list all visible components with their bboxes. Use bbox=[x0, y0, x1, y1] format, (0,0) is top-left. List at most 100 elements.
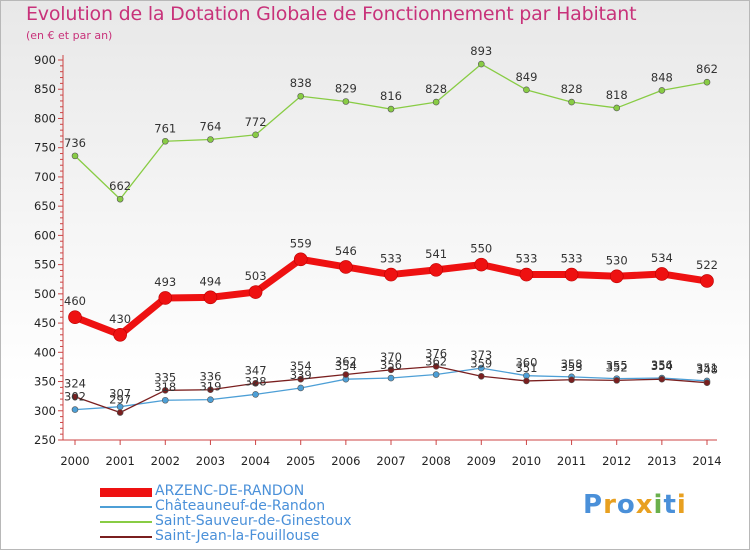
data-label-saint-jean-la-fouillouse: 370 bbox=[380, 350, 402, 364]
data-point-saint-sauveur-de-ginestoux bbox=[342, 98, 350, 105]
data-label-saint-sauveur-de-ginestoux: 862 bbox=[696, 62, 718, 76]
data-label-arzenc-de-randon: 530 bbox=[606, 253, 628, 267]
data-point-chateauneuf-de-randon bbox=[432, 371, 440, 378]
data-point-arzenc-de-randon bbox=[519, 267, 534, 282]
logo-letter: o bbox=[616, 490, 636, 520]
y-tick-label: 750 bbox=[34, 141, 56, 155]
data-point-saint-sauveur-de-ginestoux bbox=[387, 105, 395, 113]
data-label-saint-jean-la-fouillouse: 336 bbox=[199, 370, 221, 384]
data-point-saint-jean-la-fouillouse bbox=[342, 371, 350, 378]
data-label-chateauneuf-de-randon: 356 bbox=[651, 358, 673, 372]
data-point-chateauneuf-de-randon bbox=[252, 391, 259, 398]
data-label-chateauneuf-de-randon: 360 bbox=[515, 356, 537, 370]
data-label-saint-sauveur-de-ginestoux: 818 bbox=[606, 88, 628, 102]
data-label-saint-sauveur-de-ginestoux: 828 bbox=[425, 82, 447, 96]
legend-label: Saint-Sauveur-de-Ginestoux bbox=[155, 513, 352, 529]
data-label-arzenc-de-randon: 493 bbox=[154, 275, 176, 289]
data-point-saint-sauveur-de-ginestoux bbox=[703, 78, 711, 86]
data-label-arzenc-de-randon: 533 bbox=[380, 252, 402, 266]
data-label-saint-jean-la-fouillouse: 335 bbox=[154, 370, 176, 384]
x-tick-label: 2010 bbox=[512, 454, 541, 468]
data-label-arzenc-de-randon: 460 bbox=[64, 294, 86, 308]
x-tick-label: 2002 bbox=[151, 454, 180, 468]
data-point-saint-jean-la-fouillouse bbox=[613, 377, 621, 384]
data-label-saint-jean-la-fouillouse: 362 bbox=[335, 355, 357, 369]
data-point-arzenc-de-randon bbox=[700, 274, 714, 288]
data-point-saint-sauveur-de-ginestoux bbox=[297, 92, 305, 100]
y-tick-label: 650 bbox=[34, 199, 56, 213]
y-tick-label: 300 bbox=[34, 404, 56, 418]
data-point-saint-jean-la-fouillouse bbox=[432, 363, 440, 370]
legend-label: Saint-Jean-la-Fouillouse bbox=[155, 528, 320, 544]
data-point-saint-jean-la-fouillouse bbox=[71, 393, 79, 401]
logo-letter: i bbox=[653, 490, 664, 520]
x-tick-label: 2008 bbox=[422, 454, 451, 468]
data-label-saint-sauveur-de-ginestoux: 761 bbox=[154, 121, 176, 135]
data-label-chateauneuf-de-randon: 307 bbox=[109, 387, 131, 401]
y-tick-label: 250 bbox=[34, 433, 56, 447]
data-label-chateauneuf-de-randon: 339 bbox=[290, 368, 312, 382]
data-point-saint-sauveur-de-ginestoux bbox=[252, 131, 259, 139]
legend-swatch bbox=[100, 536, 152, 538]
data-point-chateauneuf-de-randon bbox=[207, 396, 214, 403]
data-point-saint-jean-la-fouillouse bbox=[297, 375, 305, 383]
data-label-saint-sauveur-de-ginestoux: 662 bbox=[109, 179, 131, 193]
data-point-chateauneuf-de-randon bbox=[477, 364, 485, 372]
data-point-saint-sauveur-de-ginestoux bbox=[432, 98, 440, 106]
data-point-arzenc-de-randon bbox=[203, 290, 218, 305]
data-label-arzenc-de-randon: 430 bbox=[109, 312, 131, 326]
data-label-arzenc-de-randon: 550 bbox=[470, 242, 492, 256]
x-tick-label: 2001 bbox=[106, 454, 135, 468]
data-label-chateauneuf-de-randon: 356 bbox=[380, 358, 402, 372]
data-label-saint-jean-la-fouillouse: 359 bbox=[470, 356, 492, 370]
data-label-chateauneuf-de-randon: 318 bbox=[154, 380, 176, 394]
data-point-arzenc-de-randon bbox=[158, 291, 173, 305]
data-point-saint-sauveur-de-ginestoux bbox=[613, 104, 621, 112]
data-label-chateauneuf-de-randon: 373 bbox=[470, 348, 492, 362]
data-point-arzenc-de-randon bbox=[248, 285, 263, 299]
data-point-saint-sauveur-de-ginestoux bbox=[207, 136, 214, 143]
data-point-arzenc-de-randon bbox=[655, 267, 669, 281]
x-tick-label: 2006 bbox=[331, 454, 360, 468]
data-label-saint-jean-la-fouillouse: 351 bbox=[515, 361, 537, 375]
data-label-saint-jean-la-fouillouse: 376 bbox=[425, 346, 447, 360]
data-point-arzenc-de-randon bbox=[609, 269, 624, 284]
legend-swatch bbox=[100, 487, 152, 497]
data-point-chateauneuf-de-randon bbox=[71, 406, 79, 413]
data-label-chateauneuf-de-randon: 362 bbox=[425, 355, 447, 369]
x-tick-label: 2003 bbox=[196, 454, 225, 468]
data-point-saint-sauveur-de-ginestoux bbox=[71, 152, 79, 160]
y-tick-label: 450 bbox=[34, 316, 56, 330]
data-label-arzenc-de-randon: 533 bbox=[561, 252, 583, 266]
y-tick-label: 350 bbox=[34, 375, 56, 389]
data-label-arzenc-de-randon: 503 bbox=[245, 269, 267, 283]
data-label-arzenc-de-randon: 533 bbox=[515, 252, 537, 266]
data-label-arzenc-de-randon: 494 bbox=[199, 274, 221, 288]
data-label-chateauneuf-de-randon: 358 bbox=[561, 357, 583, 371]
chart-title: Evolution de la Dotation Globale de Fonc… bbox=[26, 3, 637, 25]
data-point-arzenc-de-randon bbox=[429, 263, 443, 277]
data-point-saint-jean-la-fouillouse bbox=[703, 379, 711, 387]
data-point-saint-sauveur-de-ginestoux bbox=[568, 98, 575, 106]
data-point-saint-jean-la-fouillouse bbox=[477, 372, 485, 380]
x-tick-label: 2012 bbox=[602, 454, 631, 468]
x-tick-label: 2000 bbox=[60, 454, 89, 468]
data-point-saint-jean-la-fouillouse bbox=[568, 376, 575, 384]
data-label-saint-jean-la-fouillouse: 354 bbox=[290, 359, 312, 373]
data-label-arzenc-de-randon: 559 bbox=[290, 236, 312, 250]
data-label-saint-jean-la-fouillouse: 347 bbox=[245, 363, 267, 377]
data-label-saint-jean-la-fouillouse: 348 bbox=[696, 363, 718, 377]
data-label-chateauneuf-de-randon: 355 bbox=[606, 359, 628, 373]
data-point-arzenc-de-randon bbox=[113, 327, 127, 342]
data-point-arzenc-de-randon bbox=[384, 267, 398, 282]
x-tick-label: 2011 bbox=[557, 454, 586, 468]
data-point-saint-sauveur-de-ginestoux bbox=[477, 60, 485, 68]
data-label-chateauneuf-de-randon: 319 bbox=[199, 380, 221, 394]
data-point-chateauneuf-de-randon bbox=[297, 384, 305, 392]
y-tick-label: 400 bbox=[34, 345, 56, 359]
y-tick-label: 850 bbox=[34, 82, 56, 96]
data-point-saint-jean-la-fouillouse bbox=[207, 386, 214, 394]
data-point-saint-jean-la-fouillouse bbox=[252, 379, 259, 387]
data-label-chateauneuf-de-randon: 328 bbox=[245, 374, 267, 388]
x-tick-label: 2004 bbox=[241, 454, 270, 468]
